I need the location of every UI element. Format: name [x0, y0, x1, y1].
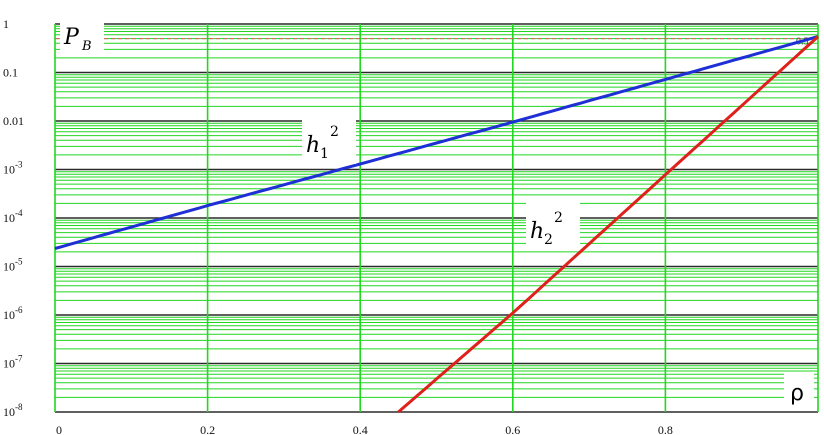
curve-label-superscript: 2 [554, 210, 563, 226]
y-tick-label: 1 [3, 17, 9, 31]
series-line-h2 [397, 35, 820, 414]
x-tick-label: 0 [56, 423, 62, 435]
curve-label-background [526, 202, 580, 250]
curve-label-background [302, 118, 356, 164]
ylabel-background [60, 14, 104, 54]
curve-label-superscript: 2 [330, 124, 339, 140]
y-tick-label: 10-7 [3, 354, 23, 371]
y-axis-label: P [63, 25, 80, 50]
chart-labels: P Bρh 12h 22 [60, 14, 814, 408]
major-grid [55, 23, 818, 413]
y-tick-label: 0.1 [3, 66, 18, 80]
y-tick-labels: 1 0.1 0.01 10-3 10-4 10-5 10-6 10-7 10-8 [3, 17, 24, 419]
vertical-grid [54, 24, 819, 412]
curve-label-h2: h [530, 219, 544, 244]
x-tick-label: 0.8 [658, 423, 673, 435]
x-tick-label: 0.6 [505, 423, 520, 435]
x-tick-label: 0.4 [353, 423, 368, 435]
curve-label-h1: h [306, 133, 320, 158]
y-tick-label: 10-4 [3, 208, 23, 225]
x-tick-label: 0.2 [200, 423, 215, 435]
y-tick-label: 0.01 [3, 114, 24, 128]
curve-label-subscript: 2 [544, 232, 553, 248]
y-tick-label: 10-6 [3, 305, 23, 322]
y-axis-label-subscript: B [81, 39, 92, 54]
series-group [54, 35, 820, 414]
xlabel-background [784, 372, 814, 408]
series-line-h1 [54, 35, 819, 250]
x-axis-label: ρ [790, 381, 804, 406]
y-tick-label: 10-8 [3, 402, 23, 419]
y-tick-label: 10-3 [3, 160, 23, 177]
minor-grid [55, 25, 818, 398]
curve-label-subscript: 1 [320, 146, 329, 162]
y-tick-label: 10-5 [3, 257, 23, 274]
x-tick-labels: 0 0.2 0.4 0.6 0.8 [56, 423, 673, 435]
